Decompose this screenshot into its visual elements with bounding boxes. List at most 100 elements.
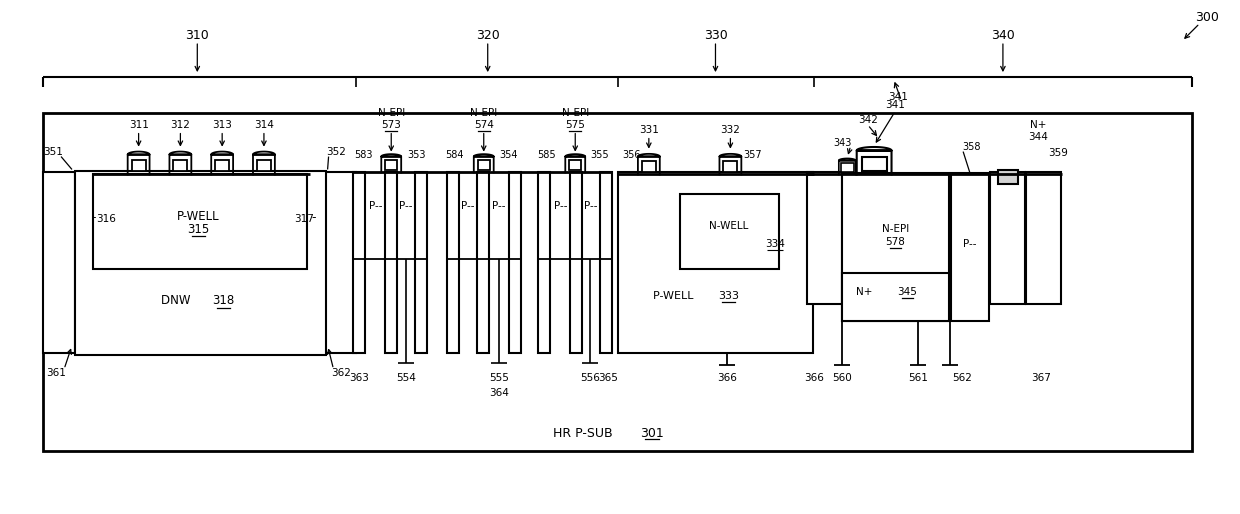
Bar — [642, 161, 656, 172]
Text: N-EPI: N-EPI — [562, 108, 589, 118]
Text: 362: 362 — [331, 369, 351, 378]
Text: 313: 313 — [212, 120, 232, 130]
Bar — [508, 173, 521, 354]
Text: 356: 356 — [622, 150, 641, 159]
Text: 340: 340 — [991, 29, 1014, 42]
Text: 361: 361 — [46, 369, 66, 378]
Text: N-EPI: N-EPI — [882, 224, 909, 234]
Text: 332: 332 — [720, 125, 740, 135]
Text: 578: 578 — [885, 237, 905, 247]
Text: 341: 341 — [885, 100, 905, 110]
Bar — [1025, 173, 1060, 304]
Text: 366: 366 — [804, 373, 823, 383]
Bar — [998, 171, 1018, 185]
Text: 574: 574 — [474, 120, 494, 130]
Text: 344: 344 — [1028, 132, 1048, 142]
Text: 359: 359 — [1048, 148, 1068, 158]
Bar — [415, 173, 427, 354]
Text: 311: 311 — [129, 120, 149, 130]
Text: N+: N+ — [856, 287, 875, 297]
Text: 555: 555 — [489, 373, 508, 383]
Text: 317: 317 — [294, 214, 314, 224]
Bar — [325, 173, 356, 354]
Text: 345: 345 — [898, 287, 918, 297]
Text: P--: P-- — [553, 201, 567, 211]
Bar — [842, 173, 949, 321]
Bar — [477, 160, 490, 170]
Bar — [951, 173, 990, 321]
Text: 342: 342 — [858, 115, 878, 125]
Text: P-WELL: P-WELL — [177, 210, 219, 223]
Text: 365: 365 — [598, 373, 618, 383]
Text: 320: 320 — [476, 29, 500, 42]
Text: 333: 333 — [718, 291, 739, 301]
Bar — [386, 160, 397, 170]
Text: P--: P-- — [399, 201, 413, 211]
Bar — [257, 159, 270, 172]
Text: P--: P-- — [492, 201, 506, 211]
Text: 366: 366 — [718, 373, 738, 383]
Text: 585: 585 — [537, 150, 556, 159]
Text: 584: 584 — [445, 150, 464, 159]
Text: 300: 300 — [1195, 11, 1219, 24]
Bar — [990, 173, 1024, 304]
Text: 561: 561 — [909, 373, 929, 383]
Text: P--: P-- — [584, 201, 598, 211]
Text: P--: P-- — [963, 239, 977, 249]
Text: 353: 353 — [407, 150, 425, 159]
Text: P-WELL: P-WELL — [652, 291, 697, 301]
Text: 354: 354 — [500, 150, 518, 159]
Text: N-WELL: N-WELL — [709, 221, 748, 231]
Bar — [680, 194, 779, 269]
Text: 363: 363 — [350, 373, 370, 383]
Text: 560: 560 — [832, 373, 852, 383]
Text: 316: 316 — [95, 214, 115, 224]
Bar — [353, 173, 366, 354]
Bar — [216, 159, 229, 172]
Bar — [862, 157, 887, 171]
Bar — [43, 113, 1192, 451]
Text: 554: 554 — [397, 373, 417, 383]
Bar — [538, 173, 551, 354]
Text: P--: P-- — [368, 201, 382, 211]
Text: 355: 355 — [590, 150, 609, 159]
Text: 341: 341 — [889, 92, 909, 102]
Bar — [174, 159, 187, 172]
Bar — [569, 160, 582, 170]
Bar — [43, 173, 74, 354]
Text: P--: P-- — [461, 201, 475, 211]
Text: 343: 343 — [833, 138, 852, 148]
Bar — [131, 159, 145, 172]
Text: 310: 310 — [186, 29, 210, 42]
Text: 301: 301 — [640, 427, 663, 439]
Text: 331: 331 — [639, 125, 658, 135]
Text: N+: N+ — [1029, 120, 1045, 130]
Text: 318: 318 — [212, 294, 234, 307]
Text: 364: 364 — [489, 388, 508, 398]
Bar — [476, 173, 489, 354]
Bar — [74, 172, 326, 356]
Text: 330: 330 — [703, 29, 728, 42]
Text: N-EPI: N-EPI — [470, 108, 497, 118]
Bar — [842, 273, 949, 321]
Bar — [93, 174, 306, 269]
Text: 312: 312 — [170, 120, 190, 130]
Text: 575: 575 — [565, 120, 585, 130]
Text: HR P-SUB: HR P-SUB — [553, 427, 618, 439]
Text: 367: 367 — [1030, 373, 1050, 383]
Text: 351: 351 — [43, 146, 63, 157]
Text: 352: 352 — [326, 146, 346, 157]
Bar — [723, 161, 738, 172]
Bar — [386, 173, 397, 354]
Bar — [446, 173, 459, 354]
Text: -: - — [311, 211, 316, 224]
Text: -: - — [92, 211, 97, 224]
Text: 315: 315 — [187, 223, 210, 235]
Text: 358: 358 — [962, 141, 981, 152]
Bar — [570, 173, 583, 354]
Text: 314: 314 — [254, 120, 274, 130]
Text: 556: 556 — [580, 373, 600, 383]
Bar — [841, 163, 853, 172]
Text: DNW: DNW — [161, 294, 193, 307]
Bar — [807, 173, 842, 304]
